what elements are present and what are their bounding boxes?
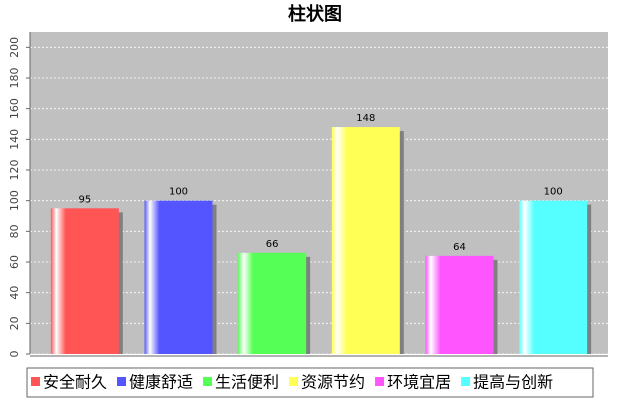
legend-label: 健康舒适 bbox=[129, 373, 193, 392]
bar bbox=[50, 208, 119, 354]
y-tick-label: 200 bbox=[8, 37, 21, 58]
legend-swatch bbox=[289, 377, 299, 386]
legend-swatch bbox=[31, 377, 40, 386]
bar bbox=[238, 252, 307, 354]
value-label: 148 bbox=[356, 113, 375, 124]
plot-area bbox=[30, 32, 608, 354]
legend-swatch bbox=[117, 377, 127, 386]
y-tick-label: 40 bbox=[8, 286, 21, 300]
legend-label: 生活便利 bbox=[215, 373, 279, 392]
value-label: 100 bbox=[169, 187, 188, 198]
y-tick-label: 80 bbox=[8, 224, 21, 238]
value-label: 64 bbox=[453, 242, 466, 253]
legend-swatch bbox=[375, 377, 385, 386]
bar bbox=[519, 200, 588, 354]
bar bbox=[144, 200, 213, 354]
legend-swatch bbox=[203, 377, 213, 386]
legend-label: 安全耐久 bbox=[43, 373, 107, 392]
y-tick-label: 160 bbox=[8, 98, 21, 119]
y-tick-label: 140 bbox=[8, 129, 21, 150]
y-tick-label: 60 bbox=[8, 255, 21, 269]
chart-title: 柱状图 bbox=[288, 3, 342, 25]
legend-label: 环境宜居 bbox=[387, 373, 451, 392]
y-tick-label: 100 bbox=[8, 190, 21, 211]
bar bbox=[331, 127, 400, 354]
legend-label: 提高与创新 bbox=[473, 373, 553, 392]
value-label: 66 bbox=[266, 239, 279, 250]
y-tick-label: 20 bbox=[8, 316, 21, 330]
y-tick-label: 0 bbox=[8, 351, 21, 358]
legend-swatch bbox=[461, 377, 471, 386]
y-tick-label: 120 bbox=[8, 160, 21, 181]
bar bbox=[425, 255, 494, 354]
legend-label: 资源节约 bbox=[301, 373, 365, 392]
value-label: 95 bbox=[78, 194, 91, 205]
y-tick-label: 180 bbox=[8, 68, 21, 89]
value-label: 100 bbox=[544, 187, 563, 198]
